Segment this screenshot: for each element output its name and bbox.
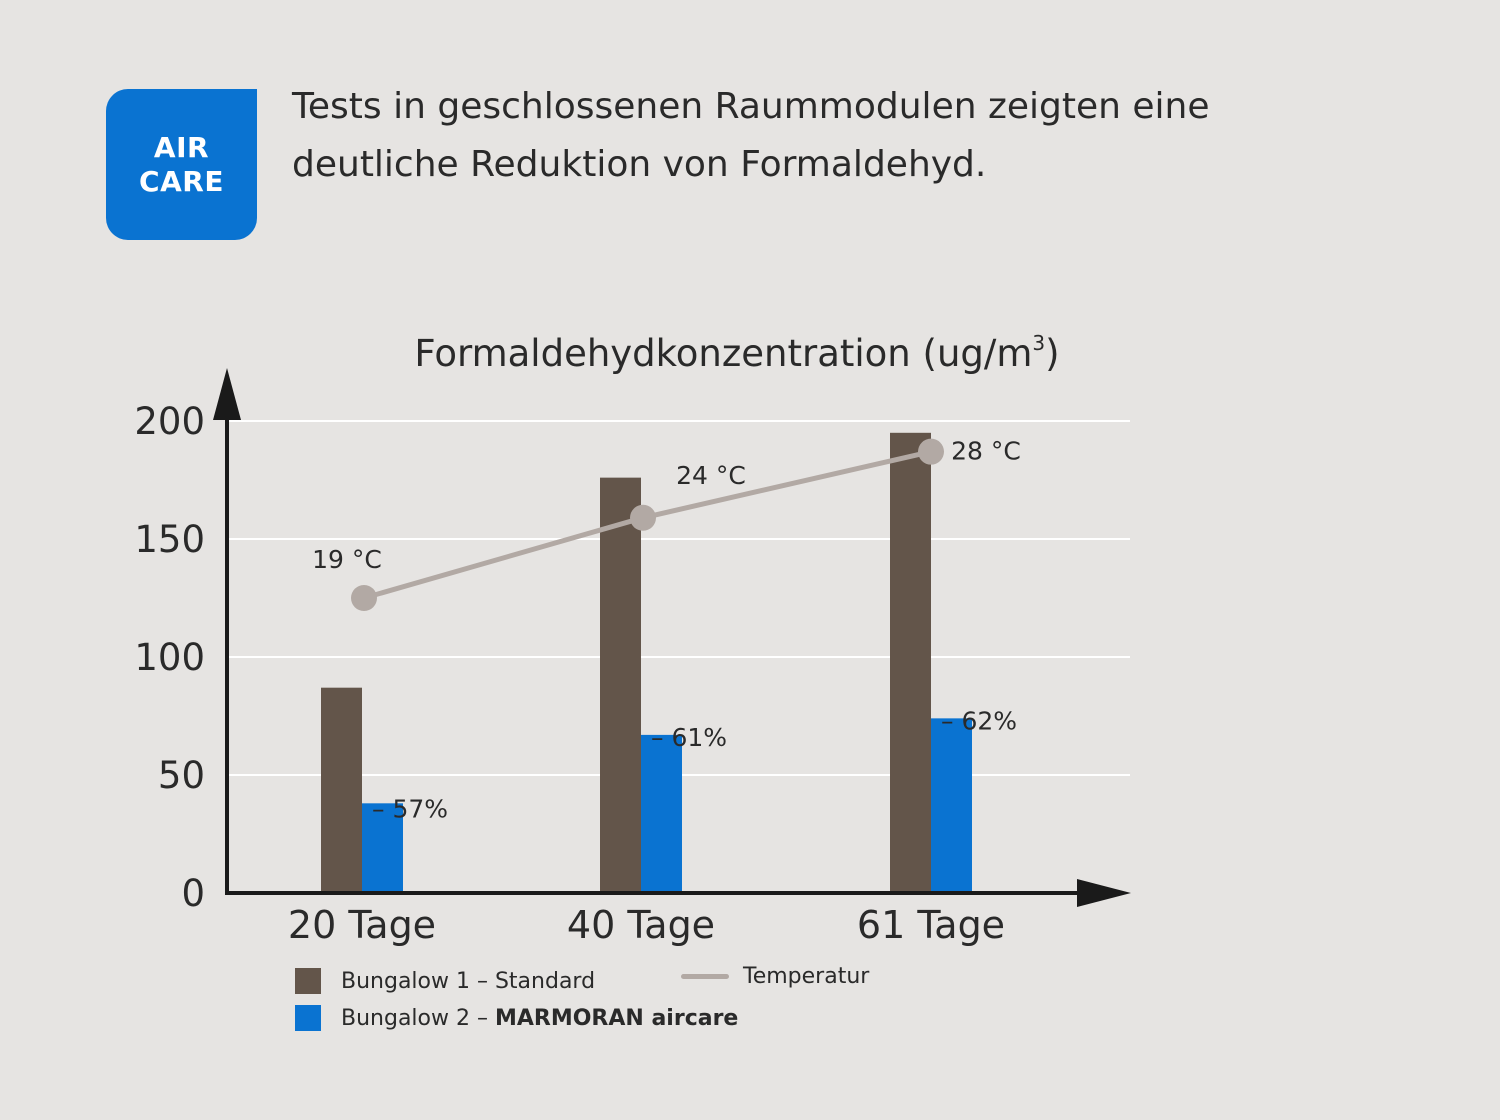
intro-line-1: Tests in geschlossenen Raummodulen zeigt… (292, 86, 1210, 127)
chart-title-main: Formaldehydkonzentration (ug/m (414, 332, 1032, 375)
badge-line-2: CARE (139, 164, 224, 198)
y-axis-arrow (213, 368, 241, 420)
intro-line-2: deutliche Reduktion von Formaldehyd. (292, 144, 987, 185)
legend-swatch-aircare (295, 1005, 321, 1031)
badge-line-1: AIR (153, 130, 210, 164)
axes: 0 50 100 150 200 20 Tage 40 Tage 61 Tage (134, 368, 1131, 947)
y-tick-label: 100 (134, 636, 205, 679)
y-tick-label: 150 (134, 518, 205, 561)
bar-aircare (641, 734, 682, 893)
legend-swatch-temperature (681, 974, 729, 979)
air-care-badge: AIR CARE (106, 89, 257, 240)
reduction-label: – 57% (372, 794, 448, 823)
temperature-line (351, 438, 944, 611)
legend-swatch-standard (295, 968, 321, 994)
chart-title: Formaldehydkonzentration (ug/m3) (414, 331, 1059, 375)
y-tick-label: 50 (158, 754, 205, 797)
temperature-point (351, 585, 377, 611)
bar-standard (321, 687, 362, 893)
bar-standard (890, 432, 931, 893)
reduction-label: – 61% (651, 723, 727, 752)
temperature-label: 24 °C (676, 461, 746, 490)
x-tick-label: 20 Tage (288, 903, 436, 947)
bar-aircare (362, 803, 403, 893)
legend-item-temperature: Temperatur (681, 964, 869, 989)
temperature-point (630, 504, 656, 531)
temperature-label: 28 °C (951, 437, 1021, 466)
bars (321, 432, 972, 893)
legend-item-standard: Bungalow 1 – Standard (295, 968, 595, 994)
badge-text: AIR CARE (139, 131, 224, 199)
intro-text: Tests in geschlossenen Raummodulen zeigt… (292, 78, 1292, 194)
chart-title-close: ) (1045, 332, 1059, 375)
y-tick-label: 200 (134, 400, 205, 443)
chart-title-superscript: 3 (1032, 331, 1045, 355)
legend-label-aircare-brand: MARMORAN aircare (494, 1005, 739, 1031)
x-axis-arrow (1077, 879, 1131, 907)
legend-label-aircare-prefix: Bungalow 2 – (341, 1005, 495, 1031)
legend-item-aircare: Bungalow 2 – MARMORAN aircare (295, 1005, 738, 1031)
y-tick-label: 0 (181, 872, 205, 915)
legend-label-standard: Bungalow 1 – Standard (341, 968, 596, 994)
bar-aircare (931, 718, 972, 893)
temperature-point (918, 438, 944, 465)
x-tick-label: 61 Tage (857, 903, 1005, 947)
legend-label-temperature: Temperatur (743, 964, 870, 989)
bar-standard (600, 477, 641, 893)
x-tick-label: 40 Tage (567, 903, 715, 947)
temperature-label: 19 °C (312, 545, 382, 574)
reduction-label: – 62% (941, 706, 1017, 735)
data-labels: – 57% – 61% – 62% 19 °C 24 °C 28 °C (312, 437, 1021, 824)
